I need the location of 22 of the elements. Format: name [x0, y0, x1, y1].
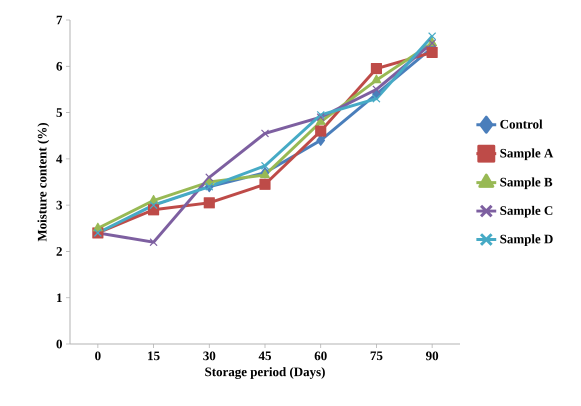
- x-tick-label: 45: [258, 352, 271, 360]
- x-tick-label: 90: [426, 352, 438, 360]
- x-tick-label: 75: [370, 352, 382, 360]
- legend-label: Sample A: [500, 148, 554, 160]
- y-tick-label: 5: [56, 108, 62, 117]
- x-tick-label: 15: [148, 352, 160, 360]
- y-axis-title: Moisture content (%): [37, 122, 50, 242]
- legend-label: Sample D: [500, 234, 553, 246]
- legend-label: Sample B: [500, 177, 552, 190]
- y-tick-label: 6: [56, 62, 62, 71]
- x-axis-title: Storage period (Days): [205, 367, 325, 379]
- y-tick-label: 3: [56, 200, 62, 210]
- y-tick-label: 2: [56, 247, 62, 256]
- legend-label: Control: [500, 119, 542, 129]
- y-tick-label: 4: [56, 154, 62, 164]
- x-tick-label: 30: [203, 352, 216, 360]
- y-tick-label: 7: [56, 16, 62, 24]
- y-tick-label: 1: [57, 293, 62, 302]
- legend-label: Sample C: [500, 206, 552, 218]
- x-tick-label: 60: [314, 352, 327, 360]
- x-tick-label: 0: [95, 352, 101, 360]
- y-tick-label: 0: [56, 340, 62, 348]
